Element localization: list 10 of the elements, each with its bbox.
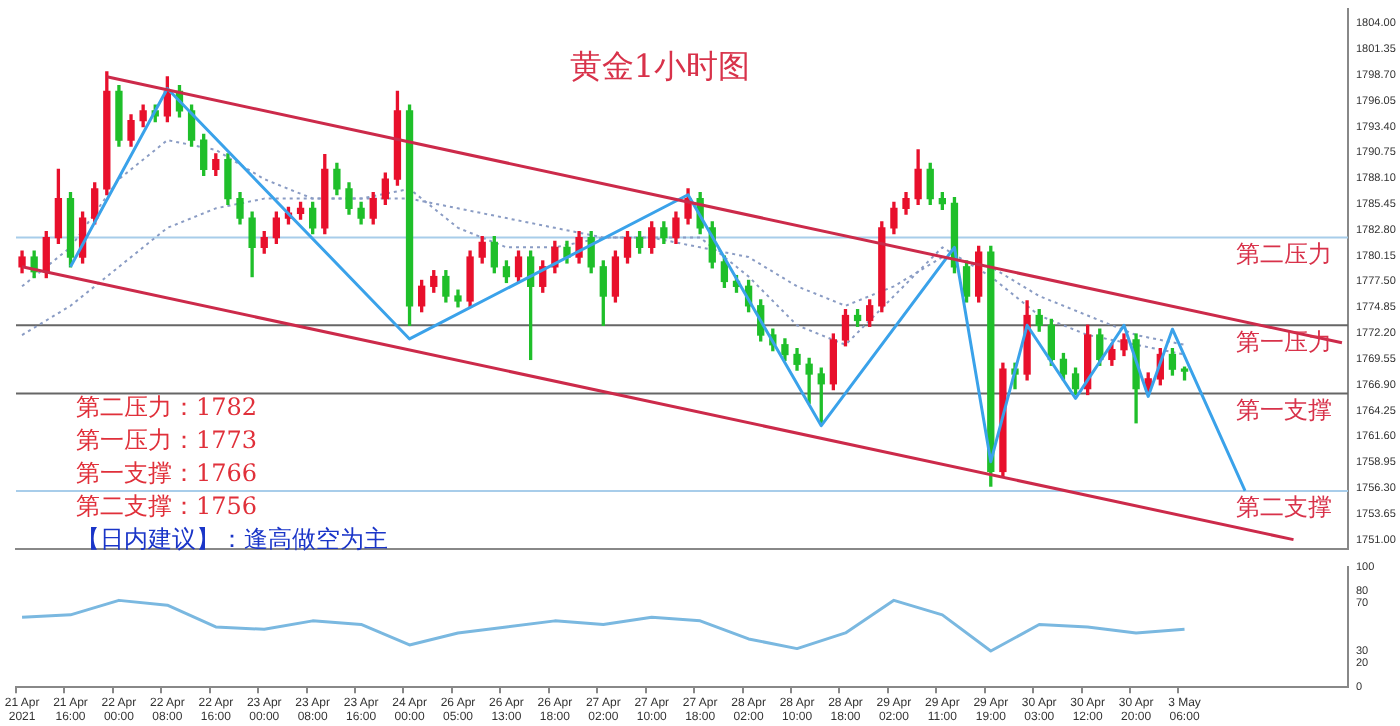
annotation: 第一压力：1773 [76,425,258,454]
text: 黄金1小时图 [569,46,751,85]
annotation: 第二支撑：1756 [76,491,258,520]
annotation: 【日内建议】：逢高做空为主 [76,524,388,553]
ref-line-label: 第二压力 [1236,239,1332,268]
ref-line-label: 第一支撑 [1236,395,1332,424]
annotation: 第一支撑：1766 [76,458,258,487]
line-series [21,139,1186,356]
annotation: 第二压力：1782 [76,392,258,421]
ref-line-label: 第二支撑 [1236,493,1332,522]
